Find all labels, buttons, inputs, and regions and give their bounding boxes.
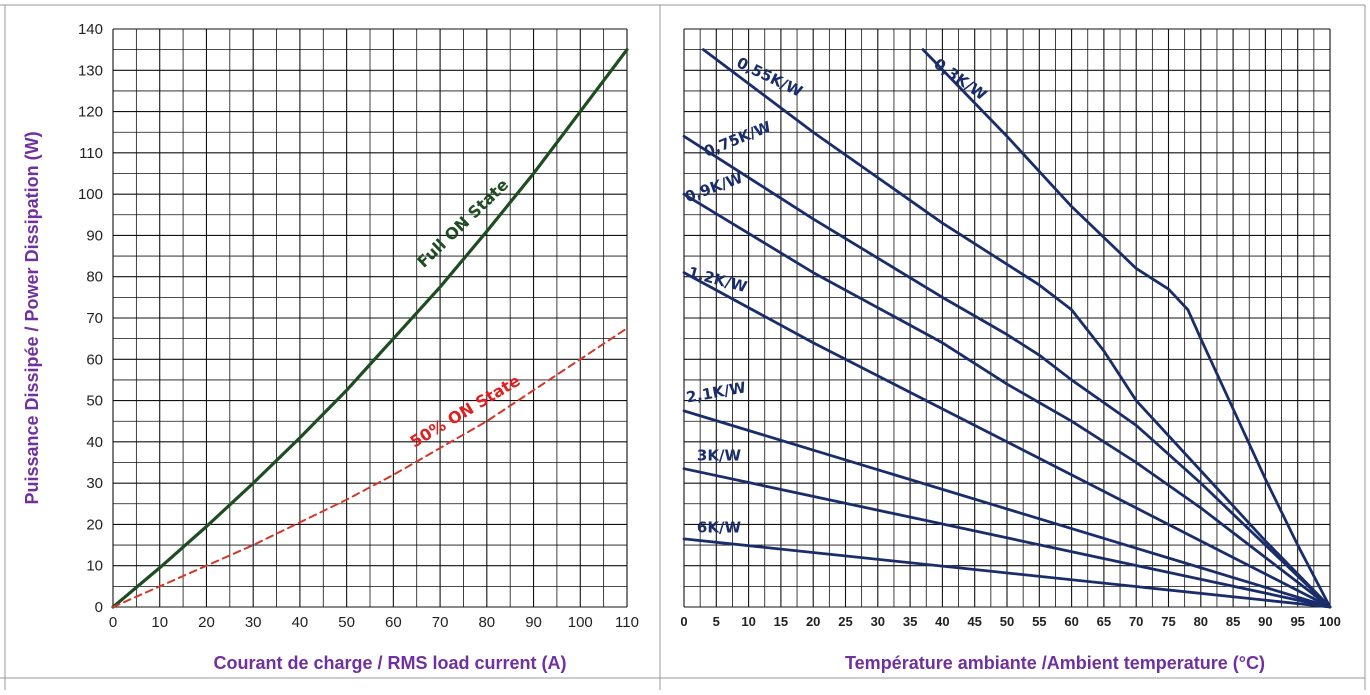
series-line-50-on-state — [112, 327, 628, 608]
x-tick-label: 65 — [1097, 614, 1111, 629]
y-tick-label: 90 — [86, 227, 103, 244]
x-tick-label: 50 — [338, 614, 355, 631]
x-tick-label: 90 — [1258, 614, 1272, 629]
x-tick-label: 100 — [1319, 614, 1341, 629]
series-label-6k-w: 6K/W — [697, 519, 742, 537]
x-tick-label: 15 — [774, 614, 788, 629]
power-dissipation-chart: 0 10 20 30 40 50 60 70 80 90 100 110 120 130 140 0 10 20 3… — [22, 21, 639, 673]
series-label-half-on: 50% ON State — [407, 371, 524, 452]
x-tick-label: 35 — [903, 614, 917, 629]
y-tick-label: 120 — [78, 104, 103, 121]
x-tick-label: 60 — [385, 614, 402, 631]
y-tick-label: 0 — [95, 599, 103, 616]
series-label-3k-w: 3K/W — [697, 446, 742, 464]
x-tick-label: 60 — [1064, 614, 1078, 629]
y-tick-label: 40 — [86, 434, 103, 451]
thermal-resistance-labels: 0,3K/W0,55K/W0,75K/W0,9K/W1,2K/W2,1K/W3K… — [682, 54, 990, 537]
x-tick-label: 70 — [1129, 614, 1143, 629]
y-tick-label: 60 — [86, 351, 103, 368]
x-tick-label: 25 — [838, 614, 852, 629]
x-tick-label: 10 — [151, 614, 168, 631]
y-tick-label: 20 — [86, 516, 103, 533]
series-line-0-55k-w — [701, 48, 1332, 609]
x-tick-label: 20 — [198, 614, 215, 631]
x-tick-label: 90 — [525, 614, 542, 631]
heatsink-derating-chart: 0 5 10 15 20 25 30 35 40 45 50 55 60 65 70 75 80 85 90 95 10… — [680, 28, 1341, 673]
x-tick-label: 110 — [615, 614, 639, 631]
x-axis-title-right: Température ambiante /Ambient temperatur… — [845, 653, 1265, 673]
series-line-1-2k-w — [682, 271, 1332, 609]
series-label-0-9k-w: 0,9K/W — [682, 168, 745, 206]
x-tick-label: 30 — [871, 614, 885, 629]
x-axis-title-left: Courant de charge / RMS load current (A) — [213, 653, 566, 673]
x-tick-label: 45 — [967, 614, 981, 629]
series-label-full-on: Full ON State — [413, 175, 512, 272]
x-tick-label: 85 — [1226, 614, 1240, 629]
x-tick-label: 75 — [1161, 614, 1175, 629]
x-tick-label: 95 — [1290, 614, 1304, 629]
y-tick-label: 10 — [86, 558, 103, 575]
x-tick-label: 40 — [292, 614, 309, 631]
x-tick-label: 20 — [806, 614, 820, 629]
y-tick-label: 130 — [78, 62, 103, 79]
series-line-3k-w — [682, 467, 1332, 609]
left-grid — [112, 28, 628, 608]
series-line-0-9k-w — [682, 192, 1332, 609]
series-line-full-on-state — [111, 48, 629, 609]
x-tick-label: 0 — [680, 614, 687, 629]
x-tick-label: 10 — [741, 614, 755, 629]
x-tick-label: 5 — [713, 614, 720, 629]
right-tick-labels: 0 5 10 15 20 25 30 35 40 45 50 55 60 65 70 75 80 85 90 95 10… — [680, 614, 1340, 629]
series-line-6k-w — [682, 537, 1332, 609]
x-tick-label: 100 — [568, 614, 593, 631]
x-tick-label: 80 — [1194, 614, 1208, 629]
y-axis-title: Puissance Dissipée / Power Dissipation (… — [22, 131, 42, 504]
left-tick-labels: 0 10 20 30 40 50 60 70 80 90 100 110 120 130 140 0 10 20 3… — [78, 21, 639, 631]
x-tick-label: 80 — [478, 614, 495, 631]
y-tick-label: 70 — [86, 310, 103, 327]
y-tick-label: 80 — [86, 269, 103, 286]
y-tick-label: 140 — [78, 21, 103, 38]
x-tick-label: 70 — [432, 614, 449, 631]
y-tick-label: 100 — [78, 186, 103, 203]
y-tick-label: 30 — [86, 475, 103, 492]
series-label-0-3k-w: 0,3K/W — [930, 55, 990, 105]
x-tick-label: 0 — [109, 614, 117, 631]
right-series — [682, 48, 1332, 609]
series-label-0-75k-w: 0,75K/W — [701, 117, 774, 160]
x-tick-label: 55 — [1032, 614, 1046, 629]
series-line-0-3k-w — [921, 48, 1332, 609]
right-grid — [683, 28, 1331, 608]
x-tick-label: 30 — [245, 614, 262, 631]
y-tick-label: 50 — [86, 393, 103, 410]
series-line-0-75k-w — [682, 134, 1332, 609]
x-tick-label: 50 — [1000, 614, 1014, 629]
x-tick-label: 40 — [935, 614, 949, 629]
left-series — [111, 48, 629, 609]
series-line-2-1k-w — [682, 409, 1332, 609]
series-label-0-55k-w: 0,55K/W — [734, 54, 806, 101]
y-tick-label: 110 — [79, 145, 103, 162]
